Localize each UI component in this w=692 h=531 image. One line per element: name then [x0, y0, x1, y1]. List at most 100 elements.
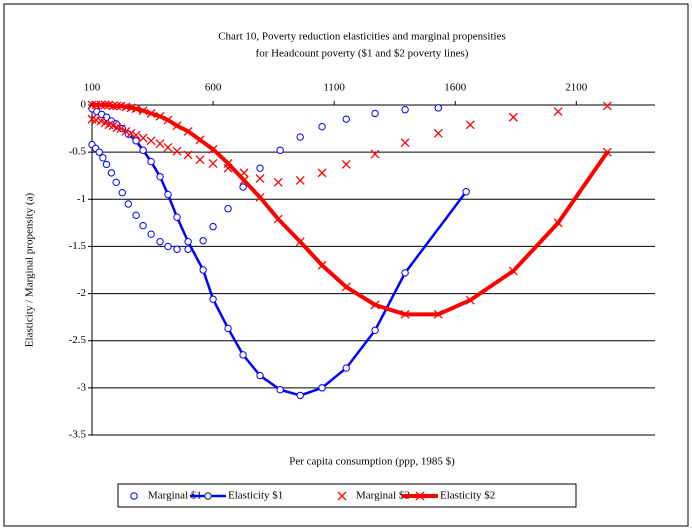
legend-label: Marginal $1	[148, 490, 202, 502]
data-point	[87, 100, 97, 110]
data-point	[147, 157, 155, 166]
data-point	[342, 115, 350, 123]
data-point	[163, 115, 173, 125]
data-point	[131, 130, 141, 140]
data-point	[295, 237, 305, 247]
data-point	[199, 237, 207, 245]
data-point	[433, 309, 443, 319]
data-point	[273, 177, 283, 187]
data-point	[602, 147, 612, 157]
data-point	[138, 106, 148, 116]
data-point	[108, 101, 118, 111]
data-point	[164, 190, 172, 199]
y-tick-label: -2.5	[69, 334, 87, 346]
x-tick-label: 100	[84, 82, 101, 94]
y-axis-title: Elasticity / Marginal propensity (a)	[24, 192, 36, 347]
data-point	[96, 100, 106, 110]
x-tick-label: 1600	[444, 82, 467, 94]
data-point	[400, 138, 410, 148]
data-point	[317, 168, 327, 178]
data-point	[121, 126, 131, 136]
data-point	[156, 172, 164, 181]
data-point	[155, 139, 165, 149]
data-point	[156, 238, 164, 246]
data-point	[239, 351, 247, 359]
y-tick-label: -2	[77, 287, 86, 299]
data-point	[173, 213, 181, 221]
data-point	[401, 106, 409, 114]
data-point	[318, 384, 326, 392]
x-tick-label: 1100	[323, 82, 345, 94]
data-point	[296, 391, 304, 400]
data-point	[164, 242, 172, 251]
data-point	[118, 188, 126, 197]
data-point	[256, 164, 264, 172]
data-point	[256, 371, 264, 380]
data-point	[183, 126, 193, 136]
data-point	[131, 104, 141, 114]
data-point	[462, 188, 470, 196]
data-point	[139, 221, 147, 230]
data-point	[95, 148, 103, 156]
data-point	[553, 218, 563, 228]
data-point	[553, 107, 563, 117]
data-point	[132, 137, 140, 145]
data-point	[371, 326, 379, 335]
data-point	[107, 169, 116, 177]
data-point	[112, 101, 122, 111]
data-point	[184, 238, 192, 246]
data-point	[341, 159, 351, 169]
data-point	[116, 124, 126, 134]
chart-border	[3, 3, 689, 527]
chart-subtitle: for Headcount poverty ($1 and $2 poverty…	[256, 48, 469, 60]
data-point	[100, 100, 110, 110]
data-point	[126, 128, 136, 138]
data-point	[370, 149, 380, 159]
data-point	[208, 144, 218, 154]
data-point	[124, 200, 133, 208]
data-point	[138, 133, 148, 143]
data-point	[317, 260, 327, 270]
data-point	[146, 109, 156, 118]
y-tick-label: -3	[77, 381, 87, 393]
data-point	[465, 120, 475, 130]
data-point	[199, 266, 207, 274]
data-point	[112, 178, 120, 187]
x-axis-title: Per capita consumption (ppp, 1985 $)	[289, 456, 455, 468]
data-point	[172, 146, 182, 156]
legend-box	[117, 483, 577, 508]
legend-marker	[130, 492, 138, 500]
data-point	[276, 386, 284, 394]
data-point	[370, 300, 380, 310]
x-tick-label: 2100	[565, 82, 588, 94]
data-point	[400, 309, 410, 319]
data-point	[155, 111, 165, 121]
data-point	[223, 158, 233, 168]
data-point	[273, 214, 283, 224]
data-point	[209, 295, 217, 303]
data-point	[434, 104, 442, 112]
data-point	[146, 136, 156, 146]
data-point	[508, 112, 518, 122]
y-tick-label: -1.5	[69, 240, 87, 252]
legend-label: Elasticity $1	[228, 490, 283, 502]
data-point	[172, 121, 182, 131]
legend-label: Elasticity $2	[440, 490, 495, 502]
data-point	[239, 183, 247, 191]
data-point	[132, 211, 140, 220]
data-point	[371, 109, 379, 118]
data-point	[255, 174, 265, 184]
chart-title: Chart 10, Poverty reduction elasticities…	[218, 31, 506, 43]
data-point	[602, 101, 612, 111]
data-point	[209, 222, 217, 231]
data-point	[224, 205, 232, 213]
data-point	[318, 122, 326, 131]
data-point	[341, 282, 351, 292]
data-point	[195, 155, 205, 165]
data-point	[401, 269, 409, 277]
data-point	[465, 295, 475, 305]
data-point	[255, 192, 265, 202]
data-point	[163, 142, 173, 152]
data-point	[208, 158, 218, 168]
